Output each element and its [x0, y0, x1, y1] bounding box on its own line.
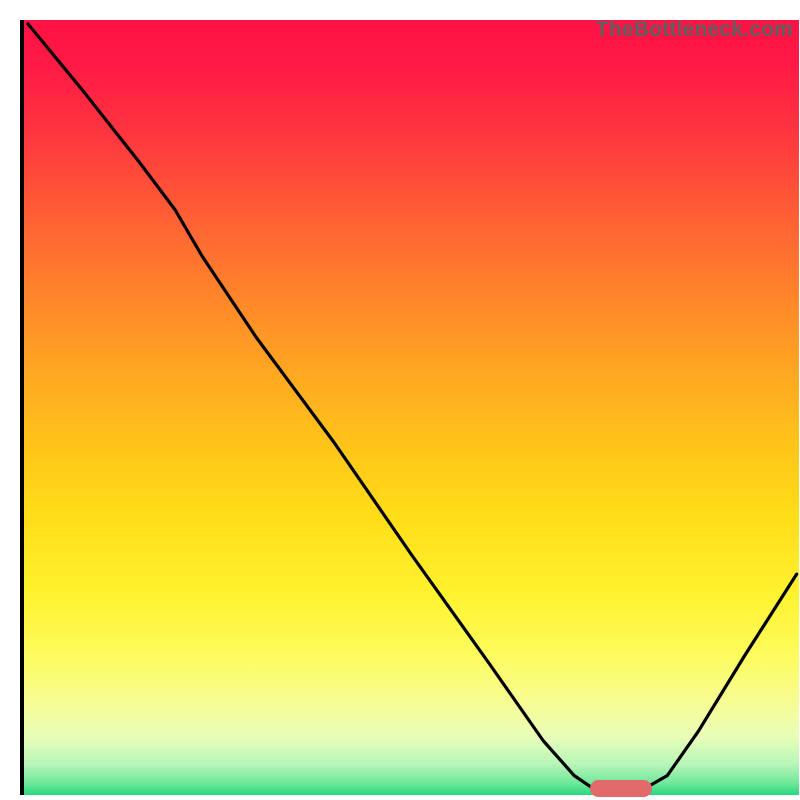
chart-plot-area: TheBottleneck.com — [20, 20, 795, 795]
optimal-marker — [590, 780, 652, 797]
bottleneck-curve — [24, 20, 799, 795]
